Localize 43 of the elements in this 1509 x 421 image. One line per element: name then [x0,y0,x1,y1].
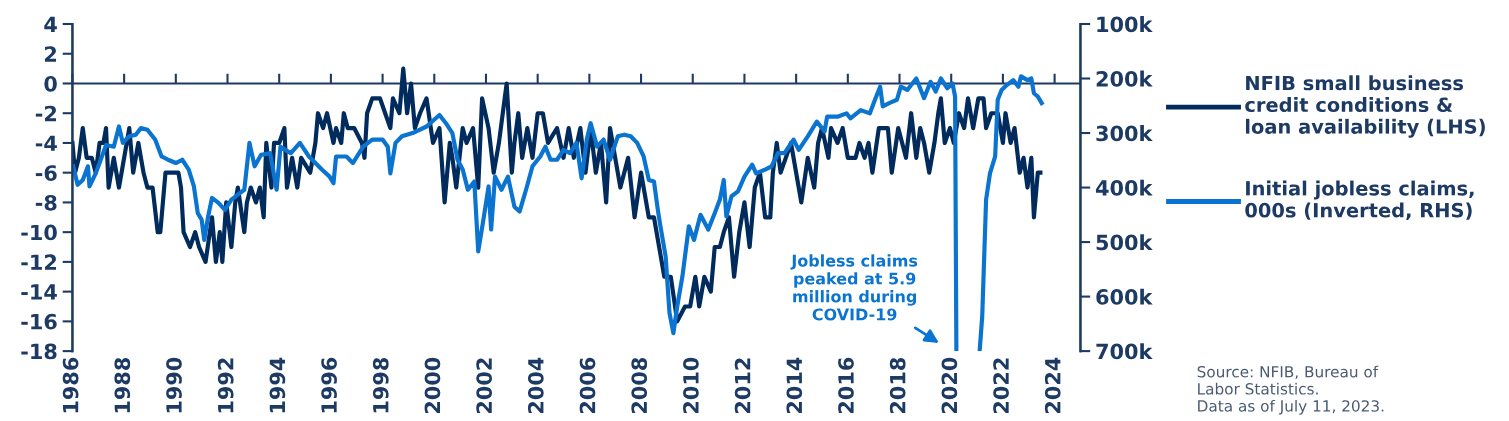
x-tick-label: 1986 [62,357,79,413]
y-tick-label: -14 [21,284,57,300]
x-tick-label: 2004 [527,357,544,413]
y2-tick-label: 200k [1096,70,1153,87]
y2-tick-label: 700k [1096,343,1153,360]
y-tick-label: -18 [21,343,57,360]
source-note: Source: NFIB, Bureau of Labor Statistics. Data as of July 11, 2023. [1197,365,1384,415]
x-tick-label: 2010 [683,357,699,413]
y-tick-label: -12 [21,254,57,270]
x-tick-label: 2000 [424,357,441,413]
x-tick-label: 2016 [838,357,854,413]
y2-tick-label: 600k [1096,288,1153,305]
y-tick-label: 2 [45,46,57,62]
y2-tick-label: 300k [1096,125,1153,142]
y-tick-label: -2 [35,105,57,122]
legend-label: Initial jobless claims, 000s (Inverted, RHS) [1245,180,1474,221]
x-tick-label: 2006 [579,357,596,413]
x-tick-label: 2014 [786,357,803,413]
y-tick-label: -10 [21,224,57,241]
x-tick-label: 2008 [631,357,648,413]
x-tick-label: 2022 [993,358,1009,413]
y2-tick-label: 400k [1095,179,1153,196]
legend-label: NFIB small business credit conditions & loan availability (LHS) [1245,75,1485,138]
x-tick-label: 2018 [889,357,906,413]
x-tick-label: 2024 [1044,357,1061,413]
x-tick-label: 1996 [321,357,337,413]
y-tick-label: -16 [21,313,57,330]
x-tick-label: 1994 [269,357,286,413]
annotation: Jobless claims peaked at 5.9 million during COVID-19 [790,254,918,321]
x-tick-label: 2002 [476,358,493,413]
y2-tick-label: 100k [1097,16,1153,33]
y2-tick-label: 500k [1096,234,1153,251]
x-tick-label: 2020 [941,357,958,413]
x-tick-label: 1998 [372,357,389,413]
x-tick-label: 2012 [734,358,751,413]
y-tick-label: 0 [44,75,57,92]
y-tick-label: 4 [44,16,57,32]
x-tick-label: 1990 [166,357,182,413]
x-tick-label: 1992 [217,358,234,413]
x-tick-label: 1988 [114,357,131,413]
y-tick-label: -4 [35,135,57,151]
y-tick-label: -6 [35,165,57,181]
y-tick-label: -8 [35,194,57,211]
